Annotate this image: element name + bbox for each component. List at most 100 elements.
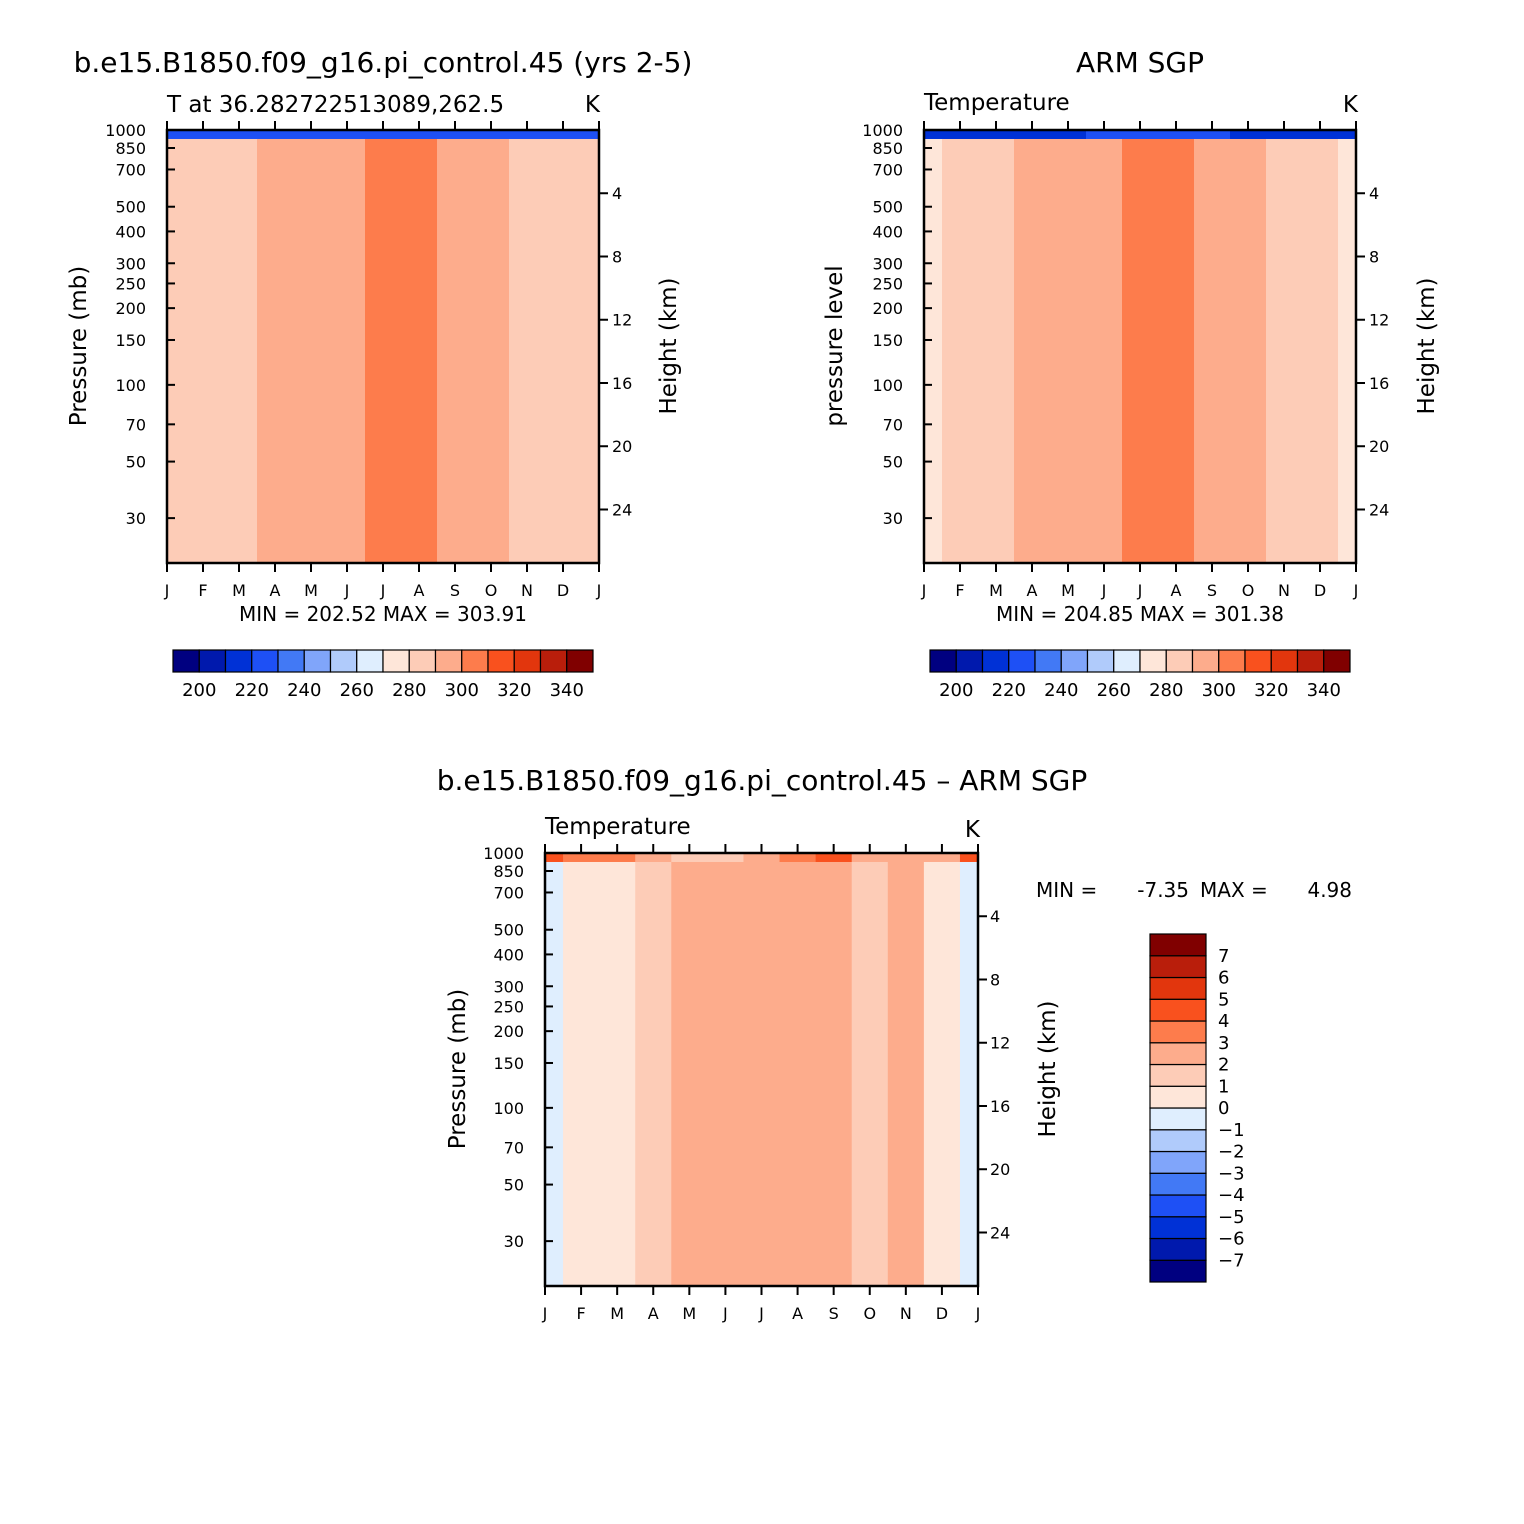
height-tick-label: 20: [1369, 437, 1389, 456]
height-axis: 24 20 16 12 8 4: [599, 184, 632, 519]
colorbar-swatch: [1149, 1259, 1207, 1283]
month-tick-label: A: [792, 1304, 803, 1323]
month-tick-label: N: [521, 581, 533, 600]
field-cell: [1194, 138, 1231, 564]
y2-axis-label: Height (km): [1414, 277, 1440, 414]
month-tick-label: A: [270, 581, 281, 600]
contour-field: [167, 130, 600, 564]
colorbar-label: 320: [1254, 680, 1288, 701]
colorbar-label: −6: [1218, 1229, 1245, 1250]
field-cell: [1122, 138, 1159, 564]
field-cell: [1086, 138, 1123, 564]
field-cell: [563, 861, 600, 1287]
pressure-tick-label: 1000: [483, 844, 524, 863]
colorbar-swatch: [1149, 1042, 1207, 1066]
month-tick-label: J: [164, 581, 170, 600]
colorbar-swatch: [929, 649, 957, 673]
field-cell: [473, 138, 510, 564]
colorbar-swatch: [382, 649, 410, 673]
colorbar-swatch: [1149, 1237, 1207, 1261]
pressure-tick-label: 70: [126, 415, 146, 434]
field-cell: [293, 138, 330, 564]
pressure-tick-label: 100: [872, 376, 903, 395]
month-tick-label: J: [1353, 581, 1359, 600]
pressure-tick-label: 200: [872, 299, 903, 318]
obs-temperature-panel: ARM SGP Temperature K 30 50 70 100 150 200 250…: [822, 46, 1440, 701]
month-tick-label: A: [414, 581, 425, 600]
colorbar-label: 220: [235, 680, 269, 701]
colorbar-label: 240: [287, 680, 321, 701]
month-tick-label: M: [304, 581, 318, 600]
height-axis: 24 20 16 12 8 4: [1356, 184, 1389, 519]
left-string: Temperature: [923, 90, 1070, 116]
colorbar-swatch: [1218, 649, 1246, 673]
pressure-tick-label: 850: [115, 139, 146, 158]
field-cell: [221, 138, 258, 564]
pressure-tick-label: 300: [115, 254, 146, 273]
month-tick-label: J: [758, 1304, 764, 1323]
colorbar-swatch: [251, 649, 279, 673]
difference-panel: b.e15.B1850.f09_g16.pi_control.45 – ARM …: [437, 764, 1352, 1323]
field-cell: [743, 861, 781, 1287]
month-tick-label: J: [921, 581, 927, 600]
height-tick-label: 12: [612, 311, 632, 330]
height-tick-label: 24: [612, 500, 632, 519]
pressure-tick-label: 1000: [862, 121, 903, 140]
height-tick-label: 24: [1369, 500, 1389, 519]
field-cell: [509, 138, 546, 564]
pressure-tick-label: 500: [115, 198, 146, 217]
month-tick-label: J: [1137, 581, 1143, 600]
field-cell: [545, 861, 564, 1287]
colorbar-swatch: [1149, 1085, 1207, 1109]
colorbar-label: 7: [1218, 946, 1229, 967]
colorbar-label: 280: [392, 680, 426, 701]
month-tick-label: A: [648, 1304, 659, 1323]
month-tick-label: J: [722, 1304, 728, 1323]
colorbar-swatch: [461, 649, 489, 673]
month-tick-label: O: [485, 581, 498, 600]
colorbar-swatch: [198, 649, 227, 673]
colorbar-swatch: [1149, 1172, 1207, 1196]
month-tick-label: D: [1314, 581, 1326, 600]
month-tick-label: D: [557, 581, 569, 600]
field-cell: [887, 861, 925, 1287]
colorbar-swatch: [1165, 649, 1194, 673]
colorbar: 200 220 240 260 280 300 320 340: [172, 649, 594, 701]
pressure-tick-label: 150: [493, 1054, 524, 1073]
month-tick-label: S: [1207, 581, 1217, 600]
height-tick-label: 20: [612, 437, 632, 456]
colorbar-swatch: [955, 649, 984, 673]
max-label: MAX =: [1200, 878, 1268, 902]
colorbar-label: 300: [445, 680, 479, 701]
min-max-stats: MIN = 204.85 MAX = 301.38: [996, 602, 1284, 626]
field-cell: [185, 138, 222, 564]
field-cell: [815, 861, 853, 1287]
colorbar-swatch: [329, 649, 358, 673]
colorbar-swatch: [1086, 649, 1115, 673]
colorbar-label: 240: [1044, 680, 1078, 701]
month-tick-label: N: [900, 1304, 912, 1323]
left-string: Temperature: [544, 814, 691, 840]
month-tick-label: A: [1171, 581, 1182, 600]
field-cell: [581, 138, 600, 564]
month-tick-label: S: [450, 581, 460, 600]
pressure-tick-label: 500: [493, 921, 524, 940]
field-cell: [924, 138, 943, 564]
field-cell: [707, 861, 745, 1287]
month-tick-label: D: [936, 1304, 948, 1323]
field-cell: [437, 138, 474, 564]
colorbar-label: −7: [1218, 1250, 1245, 1271]
field-cell: [1302, 138, 1339, 564]
month-tick-label: F: [576, 1304, 585, 1323]
pressure-tick-label: 50: [126, 453, 146, 472]
colorbar-swatch: [1296, 649, 1325, 673]
min-value: -7.35: [1137, 878, 1189, 902]
field-cell: [1014, 138, 1051, 564]
height-tick-label: 12: [990, 1034, 1010, 1053]
pressure-tick-label: 850: [872, 139, 903, 158]
colorbar-swatch: [1191, 649, 1220, 673]
colorbar-label: 340: [1307, 680, 1341, 701]
colorbar-label: 2: [1218, 1055, 1229, 1076]
